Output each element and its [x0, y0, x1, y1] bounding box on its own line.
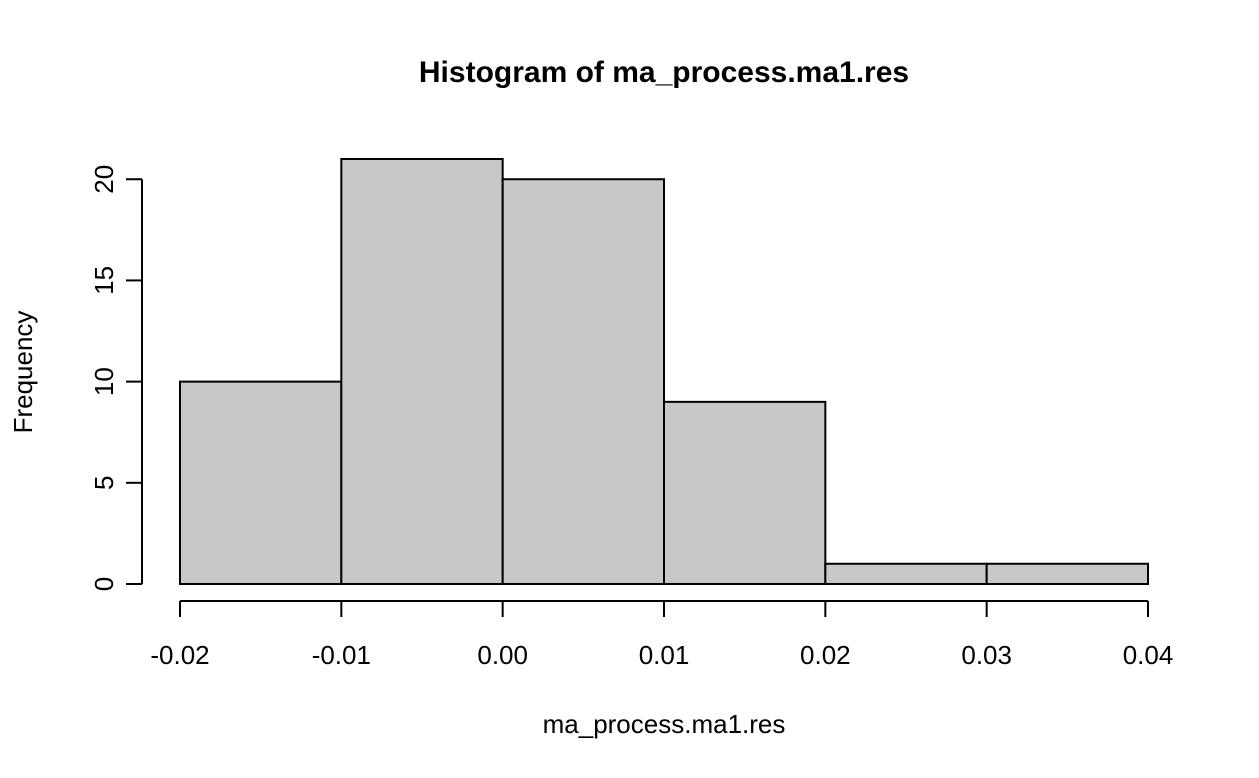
histogram-bar	[663, 400, 827, 585]
x-tick-label: -0.01	[312, 640, 371, 670]
histogram-bar	[340, 158, 504, 585]
histogram-bar	[985, 562, 1150, 585]
chart-title: Histogram of ma_process.ma1.res	[419, 56, 909, 89]
y-axis: 0 5 10 15 20	[89, 165, 143, 591]
x-tick-label: 0.04	[1123, 640, 1174, 670]
y-tick-label: 0	[89, 577, 119, 591]
x-tick-label: 0.02	[800, 640, 851, 670]
y-tick-label: 10	[89, 367, 119, 396]
x-tick-label: -0.02	[150, 640, 209, 670]
x-axis: -0.02 -0.01 0.00 0.01 0.02 0.03 0.04	[150, 600, 1174, 670]
y-tick-label: 15	[89, 266, 119, 295]
histogram-bar	[501, 178, 665, 585]
x-tick-label: 0.00	[477, 640, 528, 670]
y-tick-label: 5	[89, 476, 119, 490]
histogram-bar	[179, 380, 343, 585]
x-tick-label: 0.01	[639, 640, 690, 670]
x-tick-label: 0.03	[961, 640, 1012, 670]
x-axis-label: ma_process.ma1.res	[543, 709, 786, 739]
y-tick-label: 20	[89, 165, 119, 194]
histogram-bar	[824, 562, 988, 585]
bars-group	[179, 158, 1150, 585]
y-axis-label: Frequency	[8, 311, 38, 434]
